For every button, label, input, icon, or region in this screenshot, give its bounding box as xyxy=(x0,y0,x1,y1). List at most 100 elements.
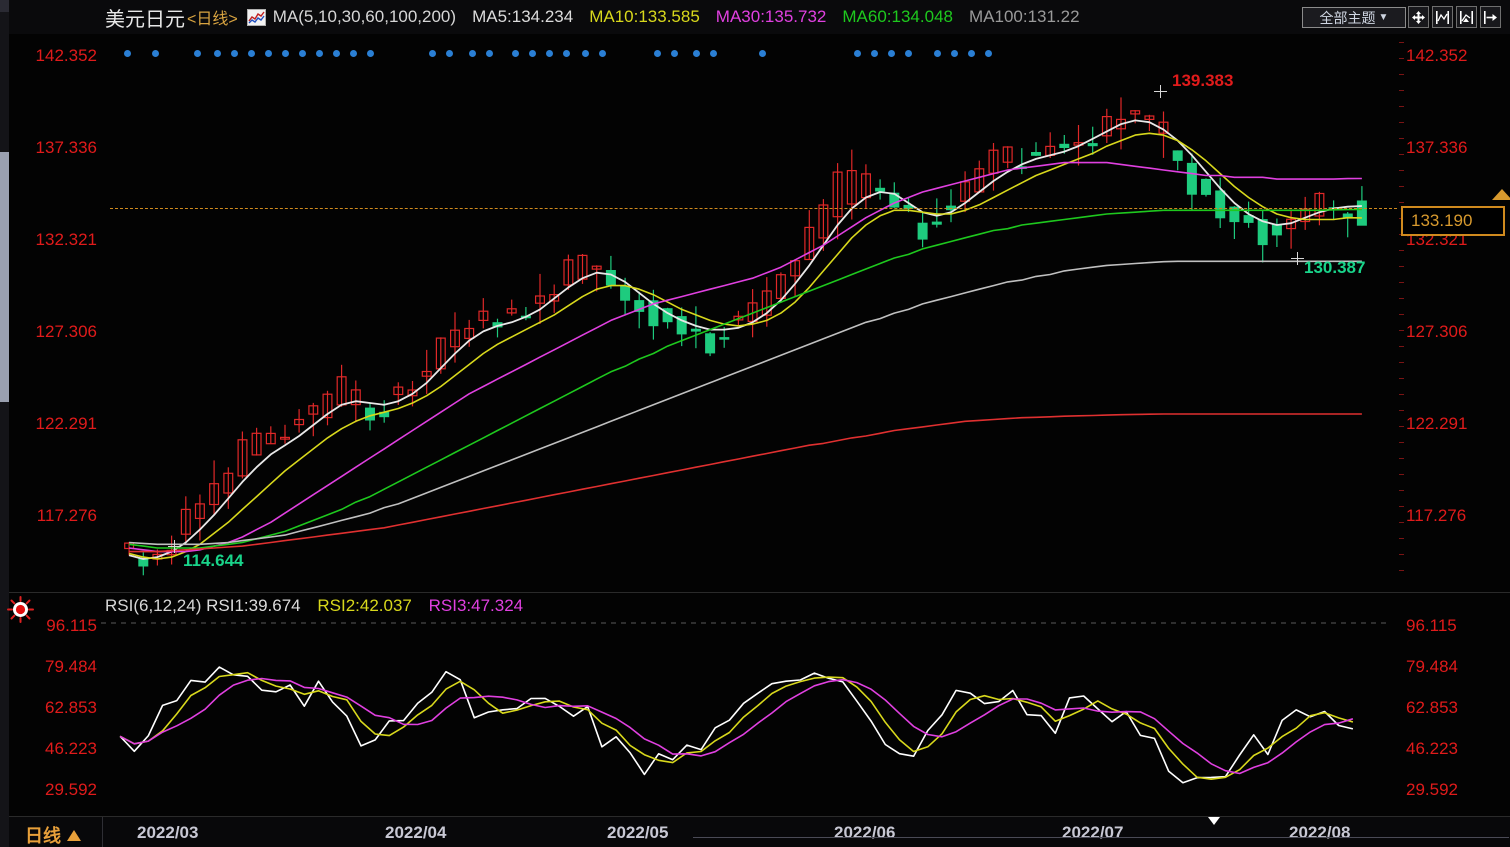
news-event-dot[interactable] xyxy=(350,50,357,57)
rsi-tick-right: 29.592 xyxy=(1406,780,1458,800)
price-tick-left: 117.276 xyxy=(36,506,97,526)
price-minor-tick xyxy=(1399,362,1404,363)
news-event-dot[interactable] xyxy=(282,50,289,57)
news-event-dot[interactable] xyxy=(871,50,878,57)
news-event-dot[interactable] xyxy=(152,50,159,57)
period-selector[interactable]: 日线 xyxy=(25,822,81,847)
news-event-dot[interactable] xyxy=(333,50,340,57)
scrollbar-thumb[interactable] xyxy=(0,152,9,402)
news-event-dot[interactable] xyxy=(231,50,238,57)
time-axis-divider xyxy=(102,817,103,847)
rsi-chart-svg xyxy=(101,622,1388,784)
news-event-dot[interactable] xyxy=(429,50,436,57)
scrollbar-track-top[interactable] xyxy=(0,0,9,12)
price-plot-area[interactable] xyxy=(110,36,1397,592)
news-event-dot[interactable] xyxy=(693,50,700,57)
news-event-dot[interactable] xyxy=(934,50,941,57)
price-tick-right: 137.336 xyxy=(1406,138,1468,158)
crosshair-move-tool[interactable] xyxy=(1408,6,1429,28)
theme-dropdown[interactable]: 全部主题 ▼ xyxy=(1302,7,1406,28)
price-minor-tick xyxy=(1399,490,1404,491)
alert-sun-icon[interactable] xyxy=(7,596,34,623)
measure-right-tool[interactable] xyxy=(1456,6,1477,28)
news-event-dot[interactable] xyxy=(654,50,661,57)
news-event-dot[interactable] xyxy=(951,50,958,57)
news-event-dot[interactable] xyxy=(265,50,272,57)
rsi-tick-left: 62.853 xyxy=(45,697,97,717)
exit-pane-tool[interactable] xyxy=(1480,6,1501,28)
news-event-dot[interactable] xyxy=(968,50,975,57)
news-event-dot[interactable] xyxy=(367,50,374,57)
news-event-dot[interactable] xyxy=(905,50,912,57)
news-event-dot[interactable] xyxy=(486,50,493,57)
news-event-dot[interactable] xyxy=(248,50,255,57)
price-minor-tick xyxy=(1399,442,1404,443)
price-minor-tick xyxy=(1399,346,1404,347)
price-minor-tick xyxy=(1399,266,1404,267)
last-price-tag[interactable]: 133.190 xyxy=(1401,206,1505,236)
news-event-dot[interactable] xyxy=(469,50,476,57)
news-event-dot[interactable] xyxy=(299,50,306,57)
news-event-dot[interactable] xyxy=(124,50,131,57)
news-event-dot[interactable] xyxy=(888,50,895,57)
news-event-dot[interactable] xyxy=(546,50,553,57)
measure-left-tool[interactable] xyxy=(1432,6,1453,28)
price-minor-tick xyxy=(1399,426,1404,427)
recent-low-annotation: 130.387 xyxy=(1304,258,1366,277)
news-event-dot[interactable] xyxy=(512,50,519,57)
news-event-dot[interactable] xyxy=(854,50,861,57)
price-tick-right: 117.276 xyxy=(1406,506,1467,526)
price-minor-tick xyxy=(1399,170,1404,171)
news-event-dot[interactable] xyxy=(194,50,201,57)
price-minor-tick xyxy=(1399,90,1404,91)
time-tick-label: 2022/03 xyxy=(137,823,199,842)
news-event-dot[interactable] xyxy=(446,50,453,57)
news-event-dot[interactable] xyxy=(985,50,992,57)
rsi-tick-right: 46.223 xyxy=(1406,739,1458,759)
news-event-dot[interactable] xyxy=(710,50,717,57)
rsi-pane[interactable]: RSI(6,12,24) RSI1:39.674 RSI2:42.037 RSI… xyxy=(9,592,1510,816)
time-axis[interactable]: 日线 2022/03 2022/04 2022/05 2022/06 2022/07 20… xyxy=(9,816,1510,847)
chart-header: 美元日元 <日线> MA(5,10,30,60,100,200) MA5:134… xyxy=(9,0,1510,34)
news-event-dot[interactable] xyxy=(599,50,606,57)
price-minor-tick xyxy=(1399,474,1404,475)
news-event-dot[interactable] xyxy=(563,50,570,57)
price-minor-tick xyxy=(1399,458,1404,459)
rsi-tick-right: 96.115 xyxy=(1406,615,1457,635)
news-event-dot[interactable] xyxy=(316,50,323,57)
news-event-dot[interactable] xyxy=(759,50,766,57)
rsi-plot-area[interactable] xyxy=(101,617,1388,815)
price-minor-tick xyxy=(1399,298,1404,299)
candlestick-icon[interactable] xyxy=(246,8,266,26)
price-minor-tick xyxy=(1399,538,1404,539)
price-minor-tick xyxy=(1399,330,1404,331)
ma30-value: MA30:135.732 xyxy=(715,7,827,26)
price-minor-tick xyxy=(1399,74,1404,75)
recent-low-marker xyxy=(1291,252,1304,265)
price-chart-svg xyxy=(124,97,1367,576)
last-price-value: 133.190 xyxy=(1411,211,1473,230)
price-tick-right: 122.291 xyxy=(1406,414,1468,434)
time-tick-label: 2022/08 xyxy=(1289,823,1351,842)
price-minor-tick xyxy=(1399,394,1404,395)
price-minor-tick xyxy=(1399,202,1404,203)
news-event-dot[interactable] xyxy=(582,50,589,57)
price-minor-tick xyxy=(1399,506,1404,507)
period-selector-label: 日线 xyxy=(25,826,61,846)
time-tick-label: 2022/07 xyxy=(1062,823,1124,842)
news-event-dot[interactable] xyxy=(671,50,678,57)
price-minor-tick xyxy=(1399,570,1404,571)
time-tick-label: 2022/05 xyxy=(607,823,669,842)
chevron-down-icon: ▼ xyxy=(1378,12,1389,23)
price-pane[interactable]: 美元日元 <日线> MA(5,10,30,60,100,200) MA5:134… xyxy=(9,0,1510,592)
news-event-dot[interactable] xyxy=(529,50,536,57)
price-minor-tick xyxy=(1399,554,1404,555)
news-event-dot[interactable] xyxy=(214,50,221,57)
rsi1-value: RSI1:39.674 xyxy=(206,596,301,615)
theme-dropdown-label: 全部主题 xyxy=(1319,9,1376,26)
rsi-tick-right: 79.484 xyxy=(1406,656,1458,676)
price-tick-left: 132.321 xyxy=(35,230,97,250)
left-scrollbar[interactable] xyxy=(0,0,9,847)
rsi-tick-left: 96.115 xyxy=(46,615,97,635)
